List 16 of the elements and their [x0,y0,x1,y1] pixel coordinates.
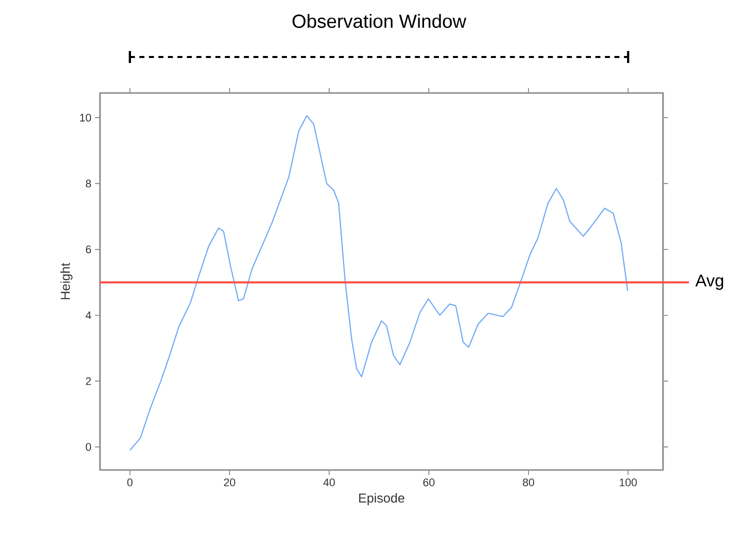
x-axis-title: Episode [359,493,404,506]
y-tick-label: 2 [86,377,91,385]
x-tick-label: 20 [224,478,236,486]
x-tick-label: 80 [522,478,534,486]
y-tick-label: 0 [86,443,92,451]
y-tick-label: 6 [86,246,91,254]
x-tick-label: 60 [423,478,434,486]
x-tick-label: 100 [620,478,637,486]
y-tick-label: 10 [80,114,92,122]
y-tick-label: 4 [86,311,92,320]
x-tick-label: 40 [323,478,335,486]
text: Observation Window [292,14,466,28]
ref-line-label: Avg [695,274,724,290]
x-tick-label: 0 [127,478,133,486]
y-tick-label: 8 [86,180,91,188]
y-axis-title: Height [60,262,72,300]
